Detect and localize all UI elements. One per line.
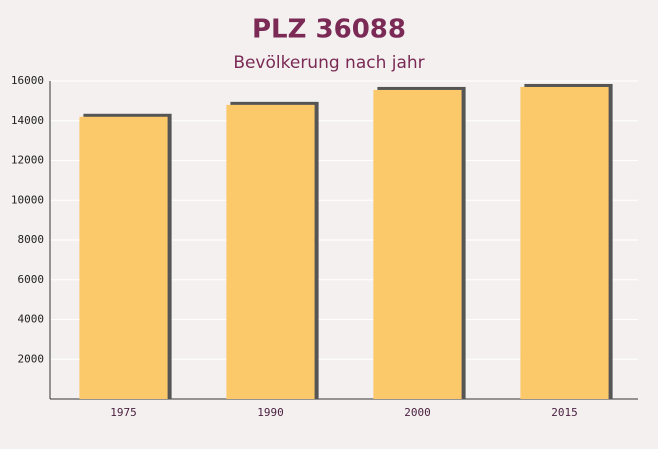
y-tick-label: 4000 [18,313,45,326]
y-tick-label: 6000 [18,273,45,286]
chart-subtitle: Bevölkerung nach jahr [233,53,424,73]
y-tick-label: 10000 [11,193,44,206]
x-tick-label: 2000 [404,406,431,419]
x-tick-label: 1990 [257,406,284,419]
bar [520,86,609,400]
bar [79,116,168,400]
y-tick-label: 16000 [11,74,44,87]
x-tick-label: 2015 [551,406,578,419]
y-tick-label: 2000 [18,352,45,365]
y-tick-label: 8000 [18,233,45,246]
chart-title: PLZ 36088 [252,15,406,45]
bar [373,89,462,399]
bar [226,104,315,399]
y-tick-label: 12000 [11,154,44,167]
y-tick-label: 14000 [11,114,44,127]
x-tick-label: 1975 [110,406,137,419]
